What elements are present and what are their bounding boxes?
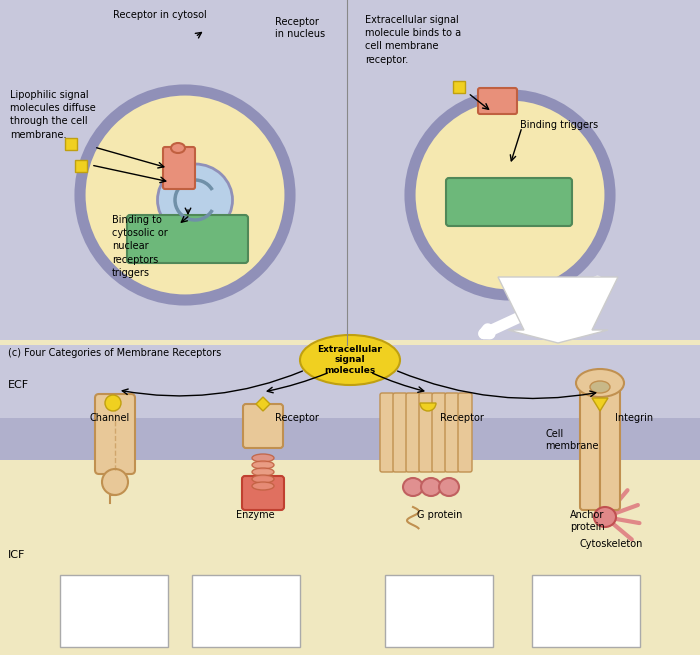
Ellipse shape [252,468,274,476]
Bar [385,575,493,647]
Bar [75,160,87,172]
Circle shape [102,469,128,495]
Text: Enzyme: Enzyme [236,510,274,520]
FancyBboxPatch shape [406,393,420,472]
Bar [532,575,640,647]
Ellipse shape [252,461,274,469]
Text: Binding to
cytosolic or
nuclear
receptors
triggers: Binding to cytosolic or nuclear receptor… [112,215,168,278]
Text: Anchor
protein: Anchor protein [570,510,605,532]
Ellipse shape [80,90,290,300]
Bar [60,575,168,647]
Ellipse shape [576,369,624,397]
Text: G protein: G protein [417,510,463,520]
Text: ECF: ECF [8,380,29,390]
FancyBboxPatch shape [127,215,248,263]
FancyBboxPatch shape [580,389,600,510]
Text: Extracellular
signal
molecules: Extracellular signal molecules [318,345,382,375]
FancyBboxPatch shape [419,393,433,472]
Ellipse shape [403,478,423,496]
Bar [0,0,700,345]
FancyBboxPatch shape [432,393,446,472]
Polygon shape [256,397,270,411]
Bar [453,81,465,93]
Text: Cytoskeleton: Cytoskeleton [580,539,643,549]
Text: Extracellular signal
molecule binds to a
cell membrane
receptor.: Extracellular signal molecule binds to a… [365,15,461,65]
FancyBboxPatch shape [458,393,472,472]
Circle shape [105,395,121,411]
Text: ICF: ICF [8,550,25,560]
Text: Lipophilic signal
molecules diffuse
through the cell
membrane.: Lipophilic signal molecules diffuse thro… [10,90,96,140]
FancyBboxPatch shape [445,393,459,472]
FancyBboxPatch shape [393,393,407,472]
Ellipse shape [410,95,610,295]
FancyBboxPatch shape [95,394,135,474]
FancyBboxPatch shape [478,88,517,114]
Ellipse shape [252,482,274,490]
Bar [0,458,700,655]
Bar [65,138,77,150]
Text: Binding triggers: Binding triggers [520,120,598,130]
Ellipse shape [158,164,232,236]
Text: Receptor
in nucleus: Receptor in nucleus [275,17,325,39]
Ellipse shape [590,381,610,393]
FancyBboxPatch shape [243,404,283,448]
Ellipse shape [594,507,616,527]
Text: Integrin: Integrin [615,413,653,423]
Ellipse shape [421,478,441,496]
Text: Receptor in cytosol: Receptor in cytosol [113,10,207,20]
Ellipse shape [252,454,274,462]
Text: Receptor: Receptor [440,413,484,423]
FancyBboxPatch shape [163,147,195,189]
Text: Channel: Channel [90,413,130,423]
Wedge shape [420,403,436,411]
Polygon shape [592,398,608,411]
Bar [0,418,700,460]
Bar [0,340,700,655]
Text: Cell
membrane: Cell membrane [545,429,598,451]
FancyBboxPatch shape [242,476,284,510]
Bar [0,345,700,420]
Ellipse shape [300,335,400,385]
Polygon shape [498,277,618,343]
Bar [192,575,300,647]
Bar [0,345,700,655]
FancyBboxPatch shape [380,393,394,472]
Text: (c) Four Categories of Membrane Receptors: (c) Four Categories of Membrane Receptor… [8,348,221,358]
FancyBboxPatch shape [446,178,572,226]
Text: Receptor: Receptor [275,413,319,423]
Ellipse shape [439,478,459,496]
Ellipse shape [171,143,185,153]
Ellipse shape [252,475,274,483]
FancyBboxPatch shape [600,389,620,510]
